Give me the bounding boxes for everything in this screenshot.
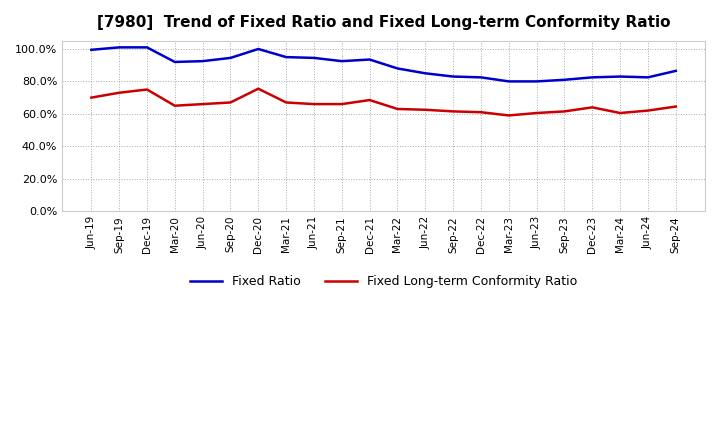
Fixed Ratio xyxy=(171,59,179,65)
Fixed Long-term Conformity Ratio xyxy=(616,110,624,116)
Line: Fixed Ratio: Fixed Ratio xyxy=(91,48,676,81)
Fixed Ratio xyxy=(310,55,318,61)
Fixed Ratio xyxy=(393,66,402,71)
Fixed Ratio xyxy=(226,55,235,61)
Fixed Ratio xyxy=(338,59,346,64)
Fixed Long-term Conformity Ratio xyxy=(477,110,485,115)
Fixed Ratio xyxy=(143,45,151,50)
Fixed Ratio xyxy=(254,46,263,51)
Fixed Ratio xyxy=(672,68,680,73)
Fixed Ratio xyxy=(449,74,457,79)
Fixed Ratio xyxy=(477,75,485,80)
Fixed Ratio xyxy=(115,45,124,50)
Fixed Ratio xyxy=(560,77,569,82)
Fixed Long-term Conformity Ratio xyxy=(421,107,430,112)
Fixed Long-term Conformity Ratio xyxy=(672,104,680,109)
Fixed Long-term Conformity Ratio xyxy=(310,102,318,107)
Fixed Ratio xyxy=(87,47,96,52)
Fixed Long-term Conformity Ratio xyxy=(338,102,346,107)
Legend: Fixed Ratio, Fixed Long-term Conformity Ratio: Fixed Ratio, Fixed Long-term Conformity … xyxy=(185,270,582,293)
Fixed Long-term Conformity Ratio xyxy=(87,95,96,100)
Title: [7980]  Trend of Fixed Ratio and Fixed Long-term Conformity Ratio: [7980] Trend of Fixed Ratio and Fixed Lo… xyxy=(96,15,670,30)
Fixed Long-term Conformity Ratio xyxy=(226,100,235,105)
Fixed Long-term Conformity Ratio xyxy=(560,109,569,114)
Fixed Long-term Conformity Ratio xyxy=(505,113,513,118)
Fixed Long-term Conformity Ratio xyxy=(171,103,179,108)
Fixed Ratio xyxy=(505,79,513,84)
Fixed Ratio xyxy=(282,55,290,60)
Fixed Ratio xyxy=(644,75,652,80)
Fixed Long-term Conformity Ratio xyxy=(143,87,151,92)
Fixed Ratio xyxy=(421,71,430,76)
Fixed Long-term Conformity Ratio xyxy=(588,105,597,110)
Fixed Ratio xyxy=(616,74,624,79)
Fixed Long-term Conformity Ratio xyxy=(365,97,374,103)
Fixed Ratio xyxy=(365,57,374,62)
Fixed Long-term Conformity Ratio xyxy=(282,100,290,105)
Fixed Long-term Conformity Ratio xyxy=(393,106,402,112)
Fixed Long-term Conformity Ratio xyxy=(254,86,263,92)
Fixed Ratio xyxy=(588,75,597,80)
Line: Fixed Long-term Conformity Ratio: Fixed Long-term Conformity Ratio xyxy=(91,89,676,115)
Fixed Long-term Conformity Ratio xyxy=(198,102,207,107)
Fixed Long-term Conformity Ratio xyxy=(115,90,124,95)
Fixed Ratio xyxy=(198,59,207,64)
Fixed Ratio xyxy=(532,79,541,84)
Fixed Long-term Conformity Ratio xyxy=(644,108,652,113)
Fixed Long-term Conformity Ratio xyxy=(449,109,457,114)
Fixed Long-term Conformity Ratio xyxy=(532,110,541,116)
